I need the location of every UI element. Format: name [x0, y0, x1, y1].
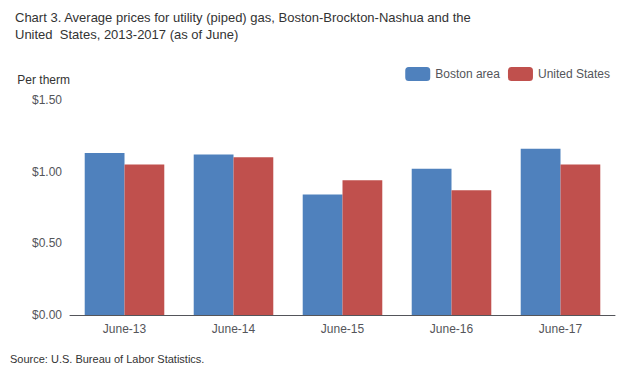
- svg-text:United States, 2013-2017 (as: United States, 2013-2017 (as of June): [15, 27, 238, 42]
- svg-text:Boston area: Boston area: [435, 67, 500, 81]
- svg-text:$1.00: $1.00: [32, 165, 62, 179]
- svg-text:June-16: June-16: [430, 322, 474, 336]
- svg-text:Source: U.S. Bureau of Labor S: Source: U.S. Bureau of Labor Statistics.: [10, 353, 204, 365]
- svg-text:Chart 3. Average prices for ut: Chart 3. Average prices for utility (pip…: [15, 10, 471, 25]
- svg-text:$1.50: $1.50: [32, 93, 62, 107]
- svg-text:Per therm: Per therm: [17, 73, 70, 87]
- svg-text:June-13: June-13: [103, 322, 147, 336]
- svg-text:United States: United States: [538, 67, 610, 81]
- svg-text:June-15: June-15: [321, 322, 365, 336]
- svg-text:$0.00: $0.00: [32, 308, 62, 322]
- svg-text:June-17: June-17: [539, 322, 583, 336]
- svg-text:June-14: June-14: [212, 322, 256, 336]
- svg-text:$0.50: $0.50: [32, 236, 62, 250]
